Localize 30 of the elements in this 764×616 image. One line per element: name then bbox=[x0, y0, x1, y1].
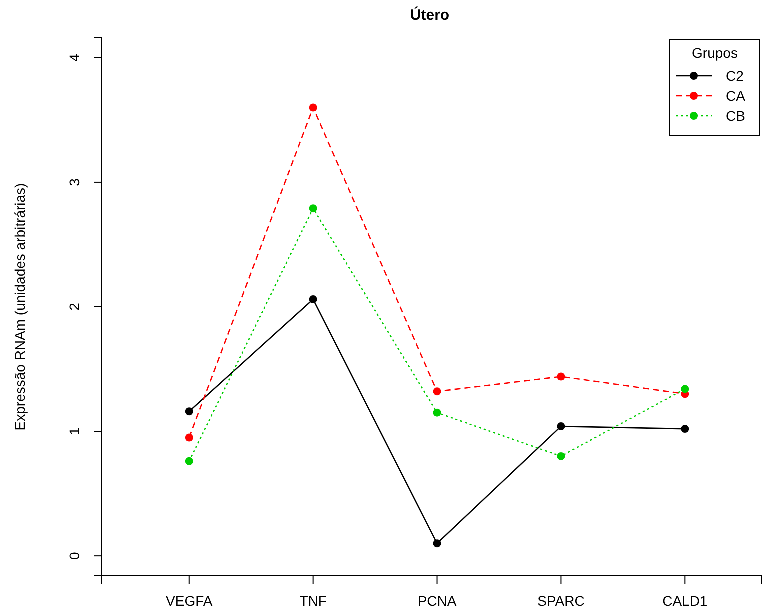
y-tick-label: 1 bbox=[66, 427, 83, 436]
point bbox=[681, 385, 690, 394]
point bbox=[309, 104, 318, 112]
point bbox=[433, 540, 442, 548]
point bbox=[309, 204, 318, 213]
y-axis-title: Expressão RNAm (unidades arbitrárias) bbox=[12, 183, 28, 431]
chart-title: Útero bbox=[410, 6, 450, 24]
point bbox=[185, 457, 194, 466]
y-tick-label: 0 bbox=[66, 552, 83, 560]
x-tick-label: SPARC bbox=[538, 592, 585, 609]
point bbox=[309, 296, 318, 304]
x-tick-label: PCNA bbox=[418, 592, 458, 609]
point bbox=[433, 388, 442, 396]
legend-title: Grupos bbox=[692, 45, 738, 61]
point bbox=[433, 408, 442, 417]
legend-label: C2 bbox=[726, 68, 744, 84]
point bbox=[557, 422, 566, 431]
x-tick-label: VEGFA bbox=[166, 592, 214, 609]
x-tick-label: TNF bbox=[300, 592, 327, 609]
y-tick-label: 3 bbox=[66, 178, 83, 186]
point bbox=[557, 452, 566, 460]
legend-label: CA bbox=[726, 88, 746, 104]
y-tick-label: 4 bbox=[66, 54, 83, 62]
point bbox=[185, 434, 194, 442]
point bbox=[557, 372, 566, 381]
x-tick-label: CALD1 bbox=[662, 592, 708, 609]
legend-label: CB bbox=[726, 108, 746, 124]
y-tick-label: 2 bbox=[66, 302, 83, 311]
point bbox=[185, 408, 194, 416]
point bbox=[681, 425, 690, 434]
